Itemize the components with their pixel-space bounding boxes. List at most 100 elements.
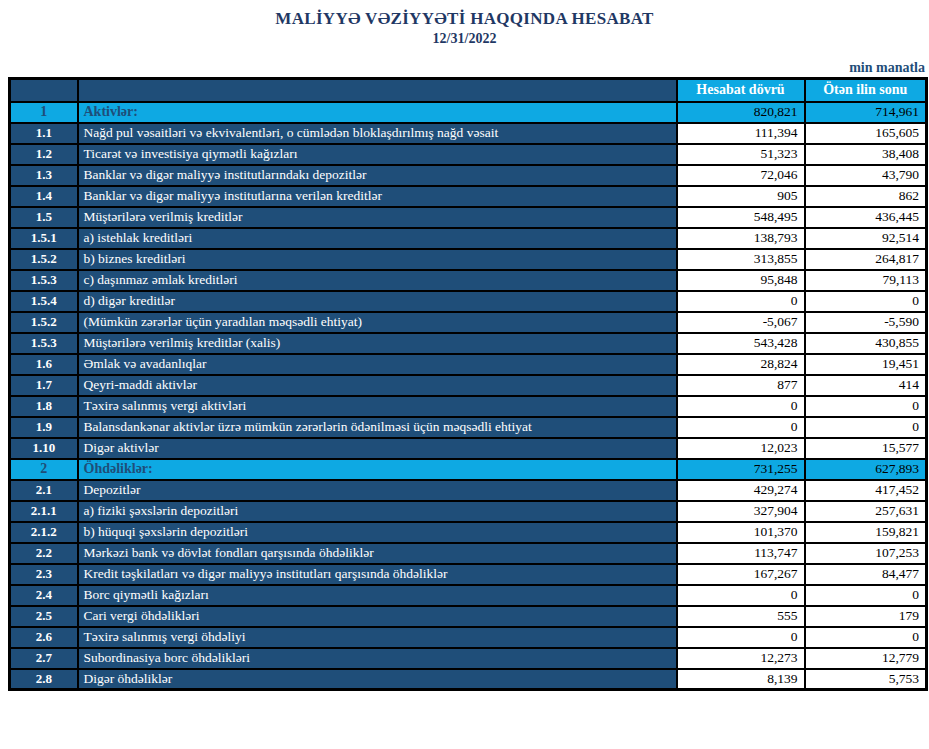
- table-row: 1.2Ticarət və investisiya qiymətli kağız…: [10, 144, 927, 165]
- row-code: 1.10: [10, 438, 78, 459]
- table-row: 2.1.2b) hüquqi şəxslərin depozitləri101,…: [10, 522, 927, 543]
- report-date: 12/31/2022: [0, 31, 929, 47]
- row-label: Digər öhdəliklər: [78, 669, 677, 690]
- row-label: c) daşınmaz əmlak kreditləri: [78, 270, 677, 291]
- row-value-previous: 0: [805, 585, 927, 606]
- table-row: 2Öhdəliklər:731,255627,893: [10, 459, 927, 480]
- table-row: 2.3Kredit təşkilatları və digər maliyyə …: [10, 564, 927, 585]
- row-code: 2.1.1: [10, 501, 78, 522]
- row-label: a) fiziki şəxslərin depozitləri: [78, 501, 677, 522]
- row-label: a) istehlak kreditləri: [78, 228, 677, 249]
- row-label: Ticarət və investisiya qiymətli kağızlar…: [78, 144, 677, 165]
- row-value-previous: 0: [805, 291, 927, 312]
- row-code: 2.4: [10, 585, 78, 606]
- row-value-previous: 43,790: [805, 165, 927, 186]
- row-code: 2.3: [10, 564, 78, 585]
- row-value-previous: 19,451: [805, 354, 927, 375]
- table-row: 1.6Əmlak və avadanlıqlar28,82419,451: [10, 354, 927, 375]
- table-row: 2.7Subordinasiya borc öhdəlikləri12,2731…: [10, 648, 927, 669]
- row-value-previous: 79,113: [805, 270, 927, 291]
- row-label: Əmlak və avadanlıqlar: [78, 354, 677, 375]
- row-value-previous: 0: [805, 627, 927, 648]
- current-period-column-header: Hesabat dövrü: [677, 79, 805, 102]
- row-code: 2: [10, 459, 78, 480]
- row-value-previous: 92,514: [805, 228, 927, 249]
- page-title: MALİYYƏ VƏZİYYƏTİ HAQQINDA HESABAT: [0, 0, 929, 29]
- row-value-previous: 0: [805, 417, 927, 438]
- row-code: 1.5.2: [10, 249, 78, 270]
- table-row: 1.5.3Müştərilərə verilmiş kreditlər (xal…: [10, 333, 927, 354]
- row-label: Subordinasiya borc öhdəlikləri: [78, 648, 677, 669]
- table-row: 1.4Banklar və digər maliyyə institutları…: [10, 186, 927, 207]
- table-row: 1Aktivlər:820,821714,961: [10, 102, 927, 123]
- row-value-current: 113,747: [677, 543, 805, 564]
- row-value-current: 0: [677, 291, 805, 312]
- row-value-current: 877: [677, 375, 805, 396]
- table-row: 1.8Təxirə salınmış vergi aktivləri00: [10, 396, 927, 417]
- row-label: Depozitlər: [78, 480, 677, 501]
- row-value-previous: 714,961: [805, 102, 927, 123]
- table-row: 1.7Qeyri-maddi aktivlər877414: [10, 375, 927, 396]
- row-code: 2.5: [10, 606, 78, 627]
- row-value-previous: 84,477: [805, 564, 927, 585]
- row-value-current: 0: [677, 417, 805, 438]
- row-label: Öhdəliklər:: [78, 459, 677, 480]
- row-value-current: 731,255: [677, 459, 805, 480]
- row-value-current: 555: [677, 606, 805, 627]
- row-code: 1.5: [10, 207, 78, 228]
- row-code: 1: [10, 102, 78, 123]
- row-value-current: 95,848: [677, 270, 805, 291]
- table-row: 2.6Təxirə salınmış vergi öhdəliyi00: [10, 627, 927, 648]
- table-row: 1.5.2(Mümkün zərərlər üçün yaradılan məq…: [10, 312, 927, 333]
- row-label: Müştərilərə verilmiş kreditlər: [78, 207, 677, 228]
- row-value-previous: 414: [805, 375, 927, 396]
- row-label: Banklar və digər maliyyə institutlarında…: [78, 165, 677, 186]
- row-value-previous: 159,821: [805, 522, 927, 543]
- row-value-current: 28,824: [677, 354, 805, 375]
- row-label: Banklar və digər maliyyə institutlarına …: [78, 186, 677, 207]
- table-row: 1.9Balansdankənar aktivlər üzrə mümkün z…: [10, 417, 927, 438]
- row-code: 1.6: [10, 354, 78, 375]
- row-code: 1.8: [10, 396, 78, 417]
- row-label: Təxirə salınmış vergi aktivləri: [78, 396, 677, 417]
- row-code: 1.7: [10, 375, 78, 396]
- row-value-previous: 165,605: [805, 123, 927, 144]
- row-value-current: 72,046: [677, 165, 805, 186]
- row-value-previous: -5,590: [805, 312, 927, 333]
- row-value-previous: 15,577: [805, 438, 927, 459]
- row-value-current: 101,370: [677, 522, 805, 543]
- row-label: (Mümkün zərərlər üçün yaradılan məqsədli…: [78, 312, 677, 333]
- row-value-previous: 257,631: [805, 501, 927, 522]
- row-label: Mərkəzi bank və dövlət fondları qarşısın…: [78, 543, 677, 564]
- row-value-previous: 627,893: [805, 459, 927, 480]
- row-code: 2.6: [10, 627, 78, 648]
- table-row: 1.5.3c) daşınmaz əmlak kreditləri95,8487…: [10, 270, 927, 291]
- table-row: 2.2Mərkəzi bank və dövlət fondları qarşı…: [10, 543, 927, 564]
- table-row: 1.3Banklar və digər maliyyə institutları…: [10, 165, 927, 186]
- row-value-previous: 862: [805, 186, 927, 207]
- table-row: 1.5.2b) biznes kreditləri313,855264,817: [10, 249, 927, 270]
- table-row: 2.4Borc qiymətli kağızları00: [10, 585, 927, 606]
- table-row: 1.5Müştərilərə verilmiş kreditlər548,495…: [10, 207, 927, 228]
- table-row: 2.5Cari vergi öhdəlikləri555179: [10, 606, 927, 627]
- row-code: 1.5.3: [10, 270, 78, 291]
- row-value-previous: 5,753: [805, 669, 927, 690]
- row-value-previous: 430,855: [805, 333, 927, 354]
- code-column-header: [10, 79, 78, 102]
- table-row: 1.10Digər aktivlər12,02315,577: [10, 438, 927, 459]
- row-code: 2.7: [10, 648, 78, 669]
- row-code: 2.1: [10, 480, 78, 501]
- table-body: 1Aktivlər:820,821714,9611.1Nağd pul vəsa…: [10, 102, 927, 690]
- row-value-current: 543,428: [677, 333, 805, 354]
- row-label: Kredit təşkilatları və digər maliyyə ins…: [78, 564, 677, 585]
- row-label: Digər aktivlər: [78, 438, 677, 459]
- row-label: b) hüquqi şəxslərin depozitləri: [78, 522, 677, 543]
- row-code: 1.3: [10, 165, 78, 186]
- row-value-current: 548,495: [677, 207, 805, 228]
- row-value-current: 8,139: [677, 669, 805, 690]
- row-value-current: 51,323: [677, 144, 805, 165]
- row-value-current: 0: [677, 585, 805, 606]
- row-value-current: 138,793: [677, 228, 805, 249]
- row-code: 1.4: [10, 186, 78, 207]
- financial-position-table: Hesabat dövrü Ötən ilin sonu 1Aktivlər:8…: [8, 77, 928, 691]
